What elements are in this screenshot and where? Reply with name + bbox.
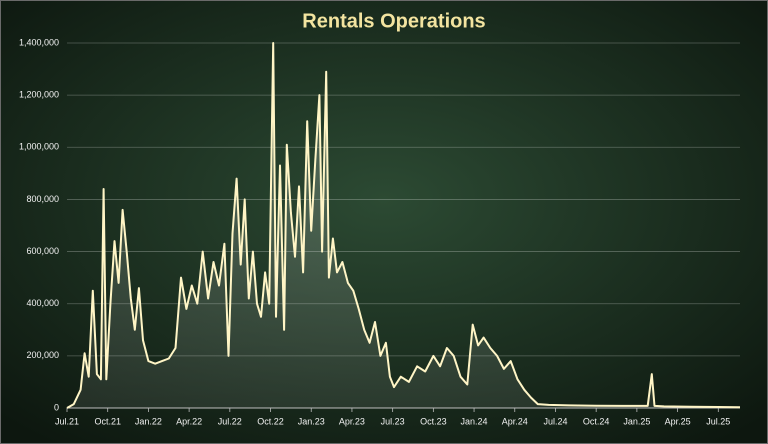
- x-tick-label: Jan.25: [623, 416, 650, 426]
- x-tick-label: Jan.23: [298, 416, 325, 426]
- x-tick-label: Jul.22: [218, 416, 242, 426]
- x-tick-label: Jan.22: [135, 416, 162, 426]
- x-tick-label: Oct.23: [420, 416, 447, 426]
- y-tick-label: 1,400,000: [19, 37, 59, 47]
- y-tick-label: 400,000: [26, 298, 59, 308]
- x-tick-label: Oct.24: [583, 416, 610, 426]
- y-tick-label: 200,000: [26, 350, 59, 360]
- x-tick-label: Jan.24: [461, 416, 488, 426]
- chart-title: Rentals Operations: [302, 10, 485, 32]
- line: [66, 42, 741, 409]
- x-tick-label: Apr.23: [339, 416, 365, 426]
- x-tick-label: Jul.23: [381, 416, 405, 426]
- x-tick-label: Oct.22: [257, 416, 284, 426]
- area: [67, 43, 740, 408]
- y-tick-label: 1,200,000: [19, 90, 59, 100]
- x-tick-label: Oct.21: [94, 416, 121, 426]
- x-tick-label: Apr.22: [176, 416, 202, 426]
- x-tick-label: Apr.25: [665, 416, 691, 426]
- y-tick-label: 600,000: [26, 246, 59, 256]
- x-tick-label: Jul.25: [706, 416, 730, 426]
- x-tick-label: Apr.24: [502, 416, 528, 426]
- y-tick-label: 800,000: [26, 194, 59, 204]
- x-tick-label: Jul.24: [543, 416, 567, 426]
- y-tick-label: 0: [54, 402, 59, 412]
- x-tick-label: Jul.21: [55, 416, 79, 426]
- y-tick-label: 1,000,000: [19, 142, 59, 152]
